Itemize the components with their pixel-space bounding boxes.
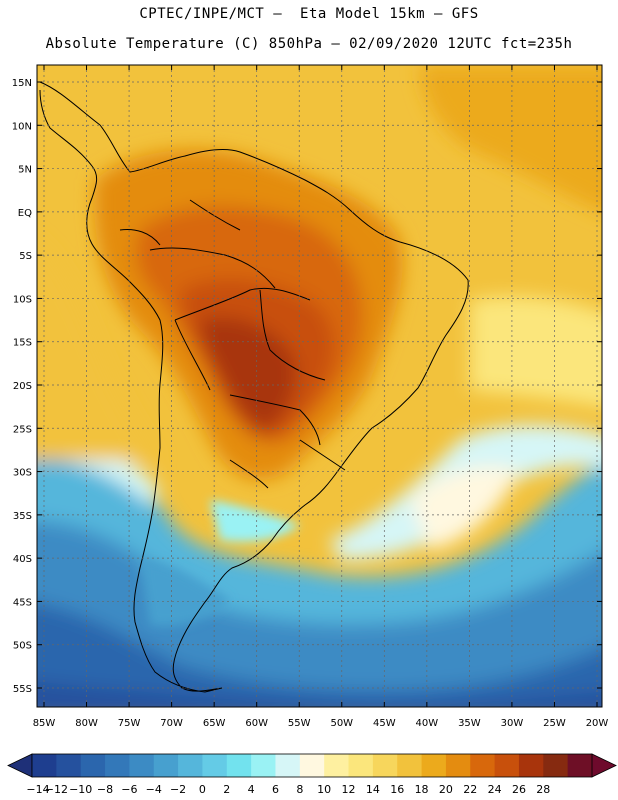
colorbar-label: 26	[512, 783, 526, 796]
colorbar-swatch	[421, 754, 447, 777]
lat-label: 10N	[12, 121, 32, 132]
chart-title-line2: Absolute Temperature (C) 850hPa – 02/09/…	[45, 36, 573, 52]
colorbar-label: −12	[45, 783, 68, 796]
colorbar-swatch	[105, 754, 130, 777]
lon-label: 70W	[160, 718, 183, 729]
colorbar-label: 10	[317, 783, 331, 796]
lon-label: 45W	[373, 718, 396, 729]
lat-label: 15S	[13, 338, 32, 349]
lon-label: 35W	[458, 718, 481, 729]
colorbar-label: 24	[488, 783, 502, 796]
colorbar-label: 18	[415, 783, 429, 796]
colorbar-swatch	[348, 754, 374, 777]
lon-label: 40W	[416, 718, 439, 729]
colorbar-label: −10	[69, 783, 92, 796]
colorbar-swatch	[275, 754, 301, 777]
lat-label: 15N	[12, 78, 32, 89]
colorbar-swatch	[470, 754, 496, 777]
colorbar-swatch	[299, 754, 325, 777]
colorbar-swatch	[518, 754, 544, 777]
colorbar-frame	[31, 753, 593, 778]
chart-title-line1: CPTEC/INPE/MCT – Eta Model 15km – GFS	[139, 6, 479, 22]
lat-label: 40S	[13, 554, 32, 565]
lat-label: 45S	[13, 597, 32, 608]
colorbar-label: 8	[296, 783, 303, 796]
colorbar-label: 6	[272, 783, 279, 796]
lon-label: 85W	[33, 718, 56, 729]
colorbar-label: 2	[223, 783, 230, 796]
colorbar-label: −8	[97, 783, 113, 796]
lon-label: 50W	[330, 718, 353, 729]
colorbar-under-arrow	[7, 753, 33, 778]
colorbar-swatch	[202, 754, 228, 777]
colorbar-swatch	[56, 754, 82, 777]
lat-label: 5S	[19, 251, 32, 262]
colorbar-swatch	[324, 754, 350, 777]
lon-label: 65W	[203, 718, 226, 729]
lon-label: 25W	[543, 718, 566, 729]
coastline-and-borders	[39, 81, 469, 693]
colorbar-label: −4	[146, 783, 162, 796]
colorbar-swatch	[567, 754, 593, 777]
colorbar	[7, 753, 617, 778]
colorbar-swatch	[543, 754, 569, 777]
temperature-field	[37, 65, 602, 707]
lat-label: 10S	[13, 294, 32, 305]
lat-label: 30S	[13, 468, 32, 479]
lat-lon-gridlines	[37, 65, 602, 707]
colorbar-swatch	[129, 754, 155, 777]
lat-label: 50S	[13, 641, 32, 652]
colorbar-swatch	[153, 754, 179, 777]
colorbar-label: 0	[199, 783, 206, 796]
colorbar-swatch	[178, 754, 203, 777]
longitude-labels: 85W 80W 75W 70W 65W 60W 55W 50W 45W 40W 35W 30W 25W 2…	[33, 718, 609, 729]
axis-ticks	[37, 65, 602, 707]
colorbar-swatch	[32, 754, 57, 777]
lon-label: 55W	[288, 718, 311, 729]
colorbar-label: −14	[26, 783, 49, 796]
colorbar-swatch	[251, 754, 276, 777]
lat-label: 25S	[13, 424, 32, 435]
lat-label: 35S	[13, 511, 32, 522]
colorbar-label: 22	[463, 783, 477, 796]
colorbar-over-arrow	[591, 753, 617, 778]
colorbar-swatch	[80, 754, 106, 777]
lat-label: 5N	[18, 165, 32, 176]
colorbar-label: 14	[366, 783, 380, 796]
colorbar-swatch	[494, 754, 520, 777]
colorbar-swatch	[372, 754, 398, 777]
lon-label: 75W	[118, 718, 141, 729]
lon-label: 80W	[75, 718, 98, 729]
lat-label: 55S	[13, 684, 32, 695]
colorbar-label: −6	[121, 783, 137, 796]
colorbar-label: 20	[439, 783, 453, 796]
lat-label: 20S	[13, 381, 32, 392]
lon-label: 60W	[245, 718, 268, 729]
colorbar-label: 12	[342, 783, 356, 796]
lon-label: 20W	[586, 718, 609, 729]
latitude-labels: 15N 10N 5N EQ 5S 10S 15S 20S 25S 30S 35S 40S 45S 50S 5…	[12, 78, 32, 695]
lon-label: 30W	[501, 718, 524, 729]
colorbar-labels: −14−12 −10 −8 −6 −4 −2 0 2 4 6 8 10 12 14 16 18 20 22 24 26…	[26, 783, 550, 796]
colorbar-label: 16	[390, 783, 404, 796]
colorbar-label: 28	[536, 783, 550, 796]
colorbar-label: −2	[170, 783, 186, 796]
colorbar-swatch	[226, 754, 252, 777]
colorbar-label: 4	[248, 783, 255, 796]
colorbar-swatch	[445, 754, 471, 777]
colorbar-swatch	[397, 754, 423, 777]
plot-frame	[36, 64, 603, 708]
lat-label: EQ	[18, 208, 32, 219]
